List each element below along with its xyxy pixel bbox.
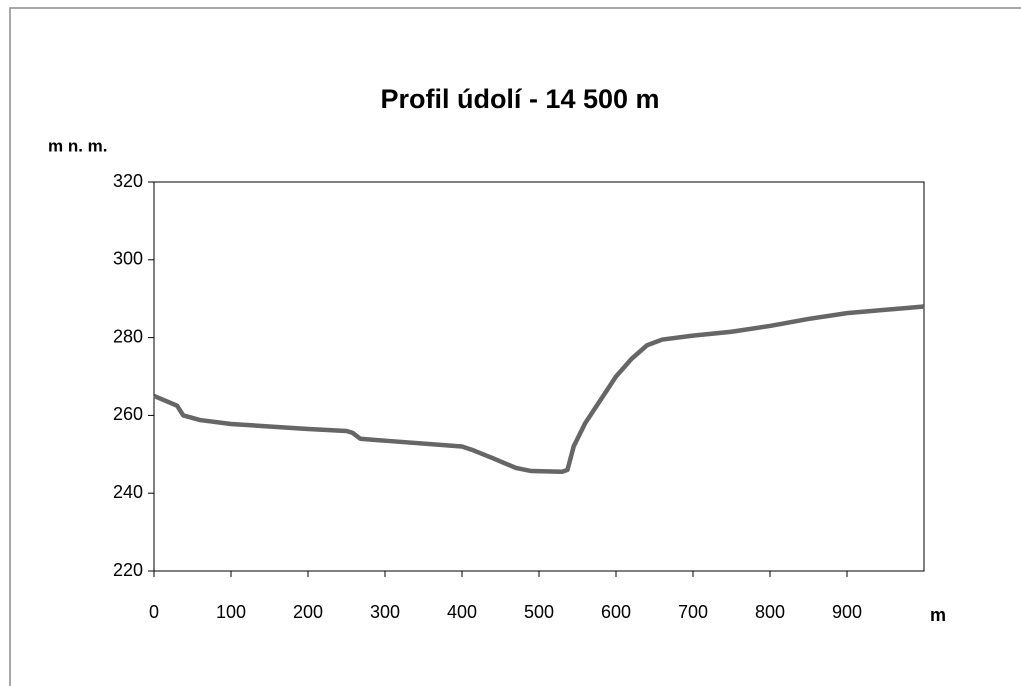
y-axis-label: m n. m. [48, 136, 108, 155]
x-tick-label: 700 [678, 602, 708, 622]
y-tick-label: 280 [113, 326, 143, 346]
x-tick-label: 200 [293, 602, 323, 622]
plot-area [153, 181, 925, 572]
line-series [153, 304, 925, 475]
x-tick-label: 900 [832, 602, 862, 622]
y-tick-label: 300 [113, 249, 143, 269]
y-tick-label: 320 [113, 171, 143, 191]
y-tick-label: 260 [113, 404, 143, 424]
x-tick-label: 300 [370, 602, 400, 622]
y-tick-label: 240 [113, 482, 143, 502]
x-tick-label: 400 [447, 602, 477, 622]
x-tick-label: 800 [755, 602, 785, 622]
x-tick-label: 0 [149, 602, 159, 622]
x-tick-label: 500 [524, 602, 554, 622]
x-tick-label: 100 [216, 602, 246, 622]
x-axis-label: m [930, 605, 946, 625]
chart-frame [9, 7, 1021, 686]
y-tick-label: 220 [113, 560, 143, 580]
x-tick-label: 600 [601, 602, 631, 622]
chart-title: Profil údolí - 14 500 m [380, 84, 659, 114]
